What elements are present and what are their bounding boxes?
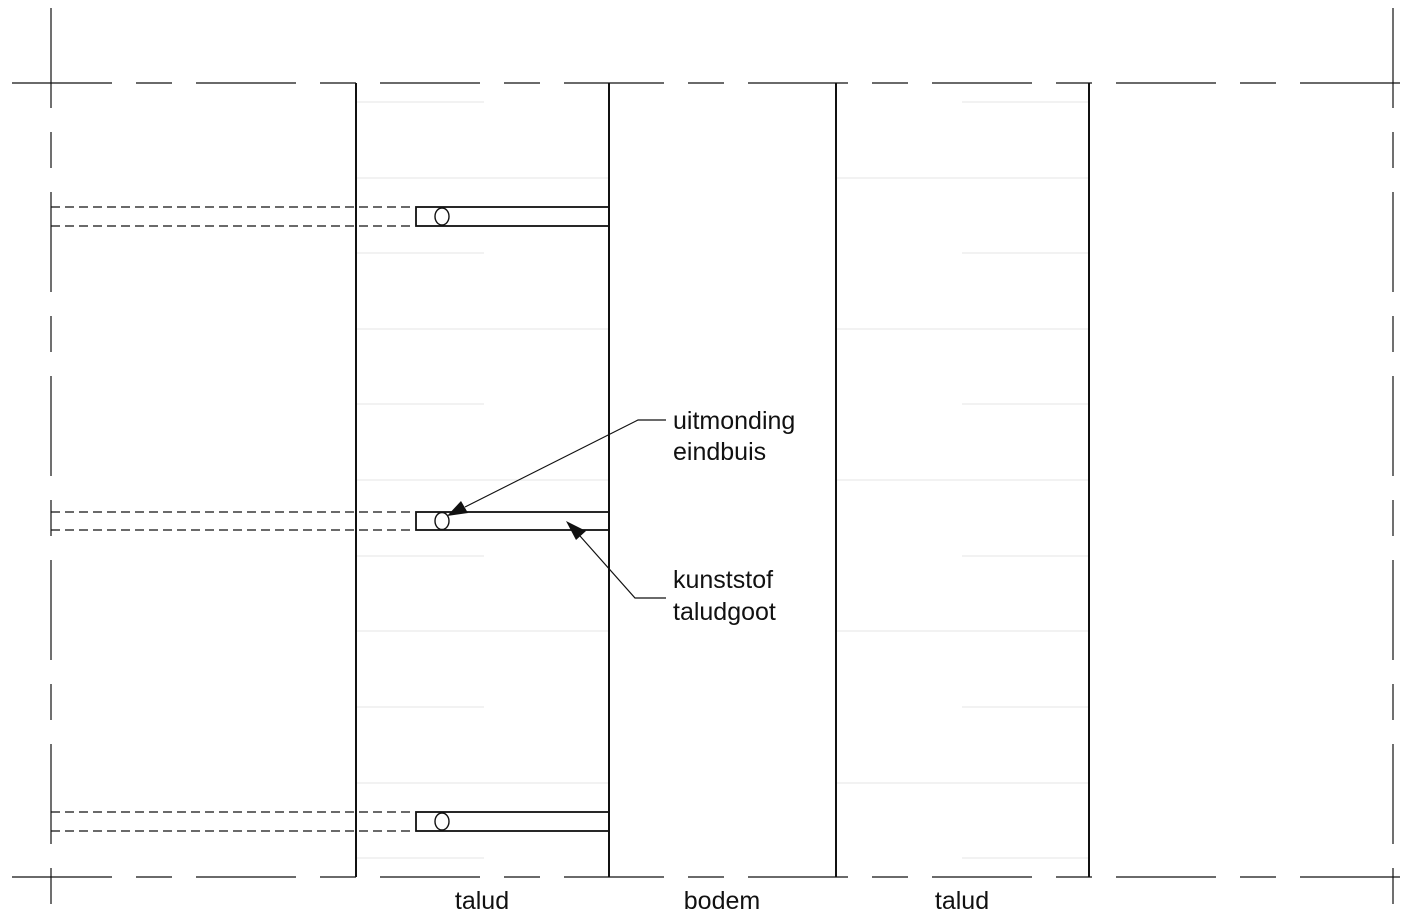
- annotation-gutter-line1: kunststof: [673, 566, 773, 594]
- zone-label-left: talud: [455, 887, 509, 915]
- arrowhead-icon: [566, 521, 586, 540]
- arrowhead-icon: [447, 501, 468, 516]
- pipe-outlet: [434, 207, 450, 226]
- gutter-3: [51, 811, 610, 832]
- slope-gutter: [415, 206, 610, 227]
- slope-hatch-right: [837, 101, 1088, 859]
- leader-outlet: [447, 419, 666, 516]
- boundary-lines: [12, 8, 1423, 918]
- annotation-outlet-line2: eindbuis: [673, 438, 766, 466]
- zone-label-right: talud: [935, 887, 989, 915]
- zone-label-middle: bodem: [684, 887, 760, 915]
- pipe-outlet: [434, 511, 450, 531]
- pipe-outlet: [434, 812, 450, 831]
- annotation-gutter-line2: taludgoot: [673, 598, 776, 626]
- slope-gutter: [415, 511, 610, 531]
- gutter-2: [51, 511, 610, 531]
- slope-gutter: [415, 811, 610, 832]
- gutter-1: [51, 206, 610, 227]
- annotation-outlet-line1: uitmonding: [673, 407, 795, 435]
- leader-gutter: [566, 521, 666, 599]
- leader-line: [464, 419, 666, 508]
- leader-line: [579, 535, 666, 599]
- slope-hatch-left: [357, 101, 608, 859]
